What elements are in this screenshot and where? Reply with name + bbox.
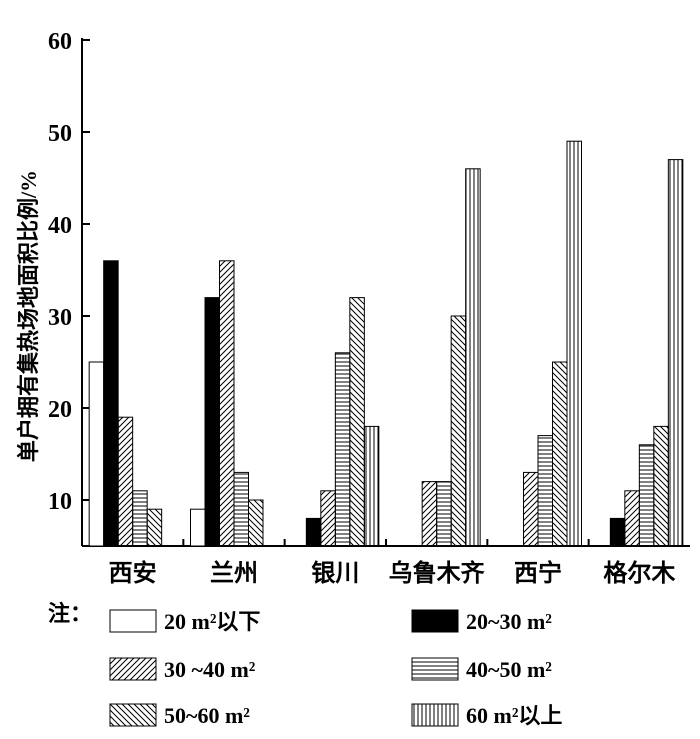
x-tick-label: 兰州 (210, 559, 258, 587)
y-tick-label: 60 (48, 29, 72, 55)
bar (334, 352, 351, 547)
bar (204, 297, 220, 547)
bar (349, 297, 365, 547)
bars (88, 140, 684, 547)
y-axis-title: 单户拥有集热场地面积比例/% (16, 170, 41, 462)
bar (537, 435, 553, 547)
bar (363, 425, 380, 547)
bar (146, 508, 163, 547)
legend-label: 30 ~40 m² (164, 657, 256, 682)
x-axis-labels: 西安 兰州 银川 乌鲁木齐 西宁 格尔木 (109, 559, 677, 587)
bar (436, 481, 452, 547)
legend-label: 60 m²以上 (466, 703, 562, 728)
y-tick-label: 40 (48, 213, 72, 239)
x-tick-label: 乌鲁木齐 (389, 559, 486, 587)
bar (132, 490, 148, 547)
legend-swatch (411, 703, 459, 727)
legend-label: 40~50 m² (466, 657, 552, 682)
bar (248, 499, 264, 547)
bar (190, 508, 206, 547)
bar (219, 260, 235, 547)
axes: 10 20 30 40 50 60 (48, 29, 690, 547)
y-tick-label: 50 (48, 121, 72, 147)
bar (465, 168, 481, 547)
legend-swatch (411, 609, 459, 633)
legend-label: 20~30 m² (466, 609, 552, 634)
x-tick-label: 银川 (311, 559, 359, 587)
bar (523, 471, 539, 547)
bar (320, 490, 336, 547)
bar (305, 517, 322, 547)
legend-swatch (109, 609, 157, 633)
bar (450, 315, 467, 547)
x-tick-label: 西宁 (514, 559, 562, 587)
y-tick-label: 30 (48, 305, 72, 331)
bar (566, 140, 582, 547)
x-tick-label: 格尔木 (603, 559, 676, 587)
bar (638, 444, 655, 547)
legend-label: 20 m²以下 (164, 609, 260, 634)
legend-swatch (109, 703, 157, 727)
bar (653, 425, 669, 547)
bar (624, 490, 640, 547)
x-tick-label: 西安 (109, 559, 157, 587)
legend-swatch (109, 657, 157, 681)
legend: 注： 20 m²以下 20~30 m² 30 ~40 m² 40~50 m² 50~60… (48, 601, 562, 728)
legend-label: 50~60 m² (164, 703, 250, 728)
bar (233, 471, 249, 547)
y-tick-label: 20 (48, 397, 72, 423)
bar (117, 416, 134, 547)
bar (103, 260, 119, 547)
y-tick-label: 10 (48, 489, 72, 515)
legend-swatch (411, 657, 459, 681)
bar (88, 361, 105, 547)
bar (421, 481, 438, 547)
legend-note-label: 注： (48, 601, 92, 626)
bar (552, 361, 568, 547)
bar (609, 517, 626, 547)
bar (667, 159, 684, 547)
